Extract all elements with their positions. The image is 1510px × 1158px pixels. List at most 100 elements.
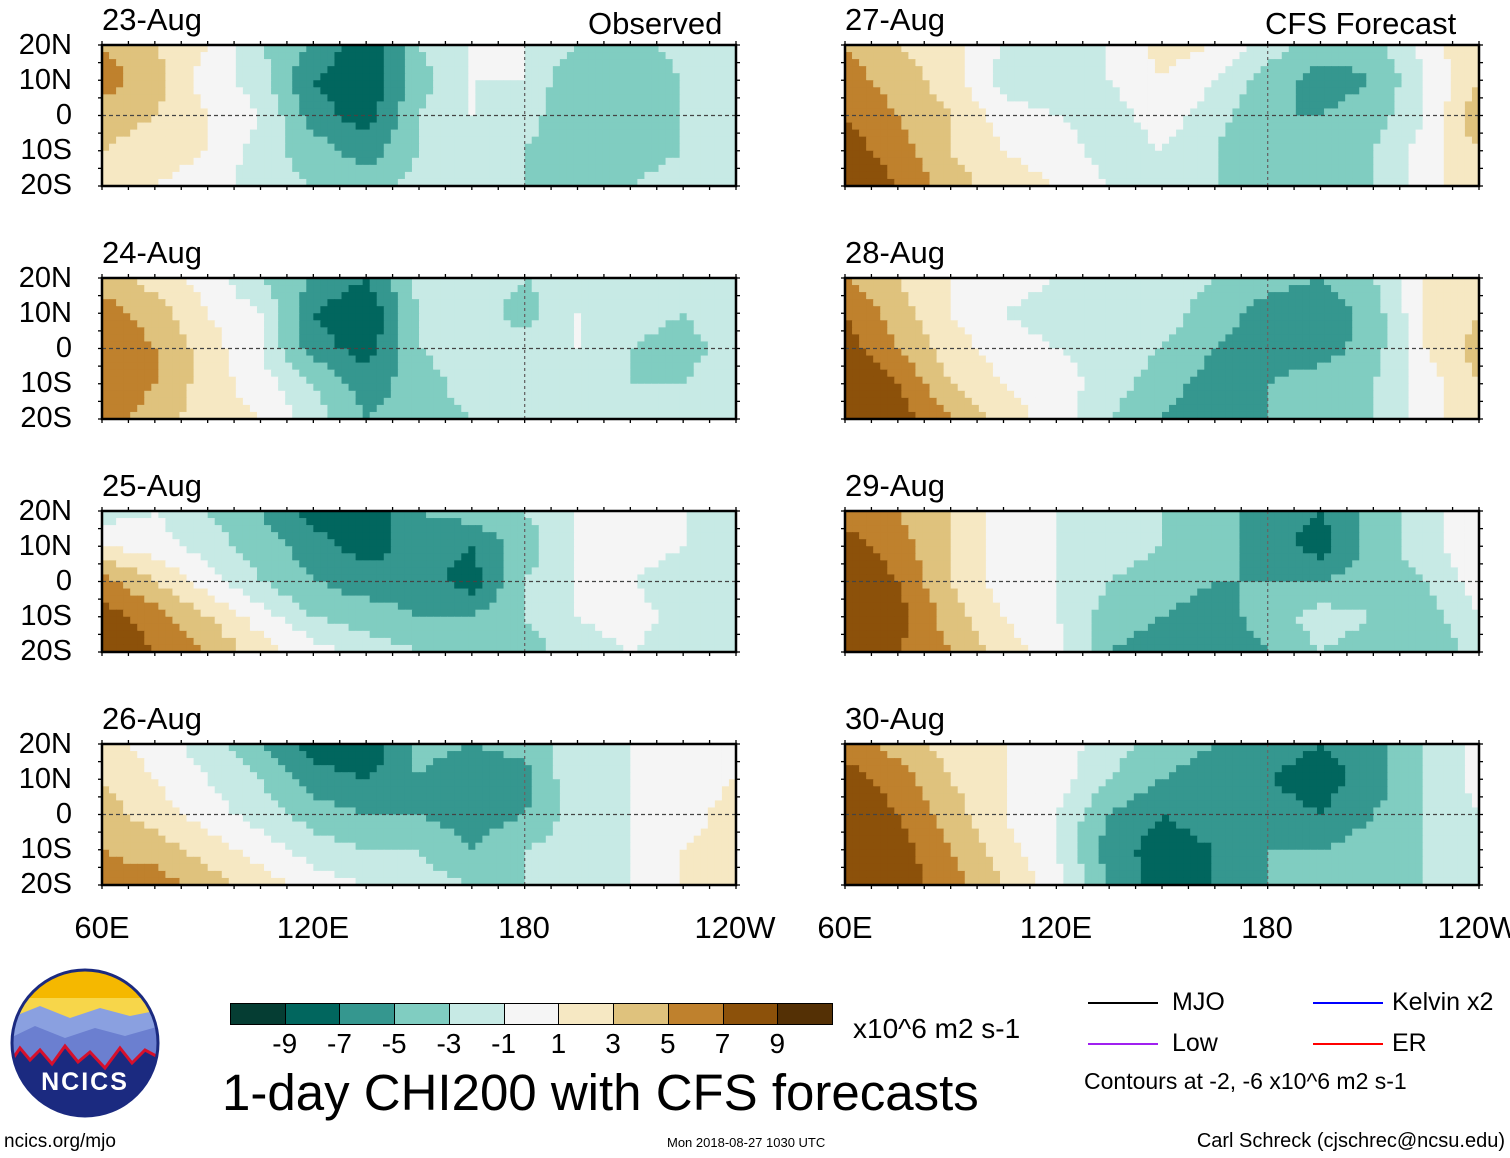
- heatmap-cell: [433, 94, 441, 102]
- heatmap-cell: [264, 285, 272, 293]
- heatmap-cell: [123, 129, 131, 138]
- heatmap-cell: [228, 164, 237, 173]
- heatmap-cell: [172, 567, 181, 576]
- heatmap-cell: [214, 94, 223, 102]
- heatmap-cell: [728, 567, 737, 576]
- heatmap-cell: [165, 581, 174, 590]
- heatmap-cell: [376, 383, 385, 392]
- heatmap-cell: [496, 574, 505, 583]
- heatmap-cell: [461, 383, 469, 392]
- heatmap-cell: [341, 376, 350, 385]
- heatmap-cell: [179, 553, 188, 561]
- heatmap-cell: [221, 94, 230, 102]
- heatmap-cell: [707, 178, 716, 187]
- heatmap-cell: [595, 115, 603, 124]
- heatmap-cell: [433, 383, 441, 392]
- heatmap-cell: [397, 539, 406, 547]
- heatmap-cell: [503, 553, 512, 561]
- heatmap-cell: [566, 341, 575, 350]
- heatmap-cell: [179, 376, 188, 385]
- heatmap-cell: [179, 157, 188, 166]
- heatmap-cell: [327, 129, 336, 138]
- heatmap-cell: [404, 511, 413, 519]
- heatmap-cell: [461, 80, 469, 88]
- heatmap-cell: [228, 306, 237, 314]
- heatmap-cell: [285, 355, 293, 364]
- heatmap-cell: [510, 376, 519, 385]
- heatmap-cell: [292, 355, 300, 364]
- heatmap-cell: [728, 313, 737, 321]
- heatmap-cell: [482, 397, 491, 406]
- heatmap-cell: [566, 87, 575, 95]
- heatmap-cell: [193, 390, 202, 399]
- heatmap-cell: [602, 595, 610, 604]
- heatmap-cell: [524, 539, 533, 547]
- heatmap-cell: [447, 411, 455, 420]
- heatmap-cell: [426, 355, 434, 364]
- heatmap-cell: [193, 327, 202, 335]
- heatmap-cell: [433, 574, 441, 583]
- heatmap-cell: [292, 581, 300, 590]
- heatmap-cell: [116, 602, 124, 611]
- heatmap-cell: [137, 341, 145, 350]
- heatmap-cell: [299, 397, 307, 406]
- heatmap-cell: [327, 404, 336, 413]
- heatmap-cell: [130, 327, 138, 335]
- heatmap-cell: [552, 108, 561, 117]
- heatmap-cell: [524, 52, 533, 60]
- heatmap-cell: [341, 602, 350, 611]
- heatmap-cell: [538, 150, 547, 159]
- heatmap-cell: [390, 327, 399, 335]
- heatmap-cell: [524, 348, 533, 357]
- heatmap-cell: [102, 73, 110, 81]
- heatmap-cell: [242, 525, 251, 533]
- heatmap-cell: [665, 292, 674, 300]
- heatmap-cell: [221, 157, 230, 166]
- heatmap-cell: [306, 411, 314, 420]
- heatmap-cell: [264, 59, 272, 67]
- heatmap-cell: [158, 588, 166, 597]
- heatmap-cell: [616, 348, 624, 357]
- heatmap-cell: [334, 355, 343, 364]
- heatmap-cell: [376, 52, 385, 60]
- heatmap-cell: [172, 45, 181, 53]
- heatmap-cell: [362, 532, 371, 540]
- heatmap-cell: [454, 602, 462, 611]
- heatmap-cell: [369, 80, 378, 88]
- heatmap-cell: [207, 546, 216, 554]
- heatmap-cell: [510, 411, 519, 420]
- heatmap-cell: [306, 327, 314, 335]
- heatmap-cell: [200, 341, 209, 350]
- heatmap-cell: [510, 334, 519, 343]
- heatmap-cell: [172, 59, 181, 67]
- heatmap-cell: [313, 532, 321, 540]
- heatmap-cell: [151, 171, 159, 180]
- heatmap-cell: [602, 404, 610, 413]
- heatmap-cell: [327, 59, 336, 67]
- heatmap-cell: [411, 602, 420, 611]
- heatmap-cell: [123, 411, 131, 420]
- heatmap-cell: [658, 101, 667, 110]
- heatmap-cell: [616, 383, 624, 392]
- heatmap-cell: [383, 574, 392, 583]
- lat-tick: 20N: [18, 495, 72, 527]
- heatmap-cell: [355, 313, 364, 321]
- panel-date: 23-Aug: [102, 2, 202, 37]
- heatmap-cell: [461, 355, 469, 364]
- heatmap-cell: [369, 518, 378, 526]
- heatmap-cell: [292, 52, 300, 60]
- heatmap-cell: [214, 511, 223, 519]
- heatmap-cell: [419, 355, 427, 364]
- heatmap-cell: [242, 80, 251, 88]
- heatmap-cell: [151, 390, 159, 399]
- heatmap-cell: [109, 518, 117, 526]
- heatmap-cell: [531, 320, 540, 328]
- heatmap-cell: [355, 348, 364, 357]
- heatmap-cell: [686, 511, 695, 519]
- heatmap-cell: [285, 411, 293, 420]
- heatmap-cell: [404, 278, 413, 286]
- heatmap-cell: [278, 390, 286, 399]
- heatmap-cell: [475, 560, 483, 568]
- heatmap-cell: [475, 52, 483, 60]
- heatmap-cell: [721, 355, 730, 364]
